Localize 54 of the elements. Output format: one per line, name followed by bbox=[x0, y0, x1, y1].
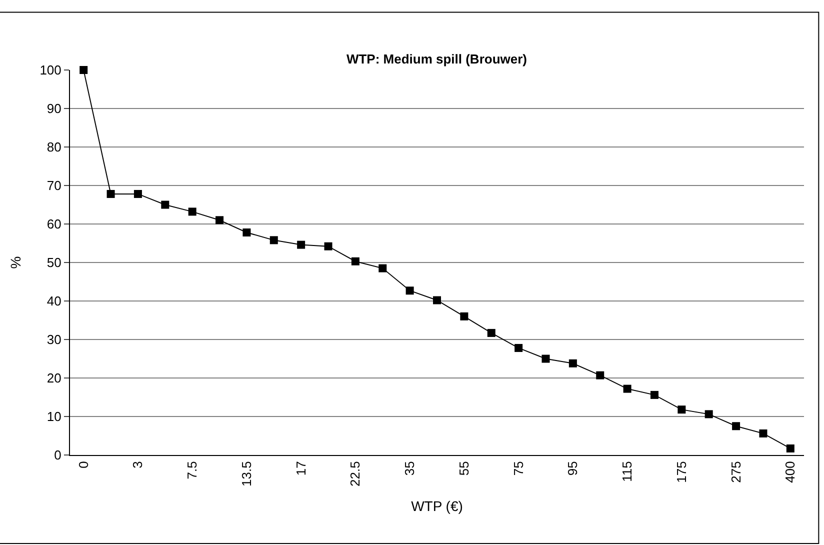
x-tick-label: 22.5 bbox=[348, 461, 363, 487]
x-tick-label: 0 bbox=[76, 461, 91, 468]
y-tick-label: 80 bbox=[46, 140, 62, 155]
x-tick-label: 13.5 bbox=[238, 461, 254, 487]
point bbox=[759, 429, 768, 438]
y-tick-label: 10 bbox=[46, 409, 62, 424]
x-tick-label: 3 bbox=[130, 461, 146, 468]
point bbox=[161, 200, 170, 209]
point bbox=[270, 236, 278, 244]
point bbox=[242, 228, 251, 236]
y-tick-label: 20 bbox=[46, 370, 62, 386]
y-tick-label: 70 bbox=[46, 178, 62, 194]
point bbox=[297, 240, 306, 249]
point bbox=[378, 264, 387, 272]
point bbox=[596, 371, 604, 380]
point bbox=[704, 410, 713, 418]
point bbox=[433, 296, 441, 304]
x-tick-label: 7.5 bbox=[184, 461, 200, 480]
point bbox=[542, 354, 550, 363]
x-axis-title: WTP (€) bbox=[411, 498, 463, 514]
x-tick-label: 55 bbox=[456, 461, 472, 476]
point bbox=[732, 422, 740, 430]
y-axis-title: % bbox=[7, 256, 24, 269]
point bbox=[80, 66, 88, 74]
y-tick-label: 90 bbox=[46, 101, 62, 116]
y-tick-label: 50 bbox=[46, 255, 62, 270]
point bbox=[786, 444, 794, 452]
point bbox=[216, 216, 224, 224]
x-tick-label: 175 bbox=[674, 461, 689, 483]
y-tick-label: 60 bbox=[46, 216, 62, 232]
point bbox=[678, 406, 686, 414]
x-tick-label: 75 bbox=[510, 461, 526, 476]
point bbox=[487, 328, 496, 337]
x-tick-label: 95 bbox=[565, 461, 580, 476]
y-tick-label: 40 bbox=[46, 294, 62, 309]
x-tick-label: 275 bbox=[728, 461, 744, 483]
point bbox=[134, 190, 142, 198]
x-tick-label: 35 bbox=[402, 461, 418, 476]
y-tick-label: 30 bbox=[46, 332, 62, 348]
point bbox=[406, 286, 414, 295]
x-tick-label: 115 bbox=[620, 461, 635, 482]
chart-title: WTP: Medium spill (Brouwer) bbox=[346, 52, 527, 67]
point bbox=[324, 242, 332, 250]
point bbox=[650, 390, 658, 399]
point bbox=[106, 190, 115, 198]
point bbox=[460, 312, 468, 320]
x-tick-label: 17 bbox=[293, 461, 308, 476]
x-tick-label: 400 bbox=[782, 461, 798, 483]
point bbox=[623, 384, 632, 393]
y-tick-label: 100 bbox=[40, 62, 62, 78]
point bbox=[188, 208, 196, 216]
point bbox=[514, 344, 523, 352]
point bbox=[568, 359, 577, 368]
point bbox=[351, 257, 360, 266]
